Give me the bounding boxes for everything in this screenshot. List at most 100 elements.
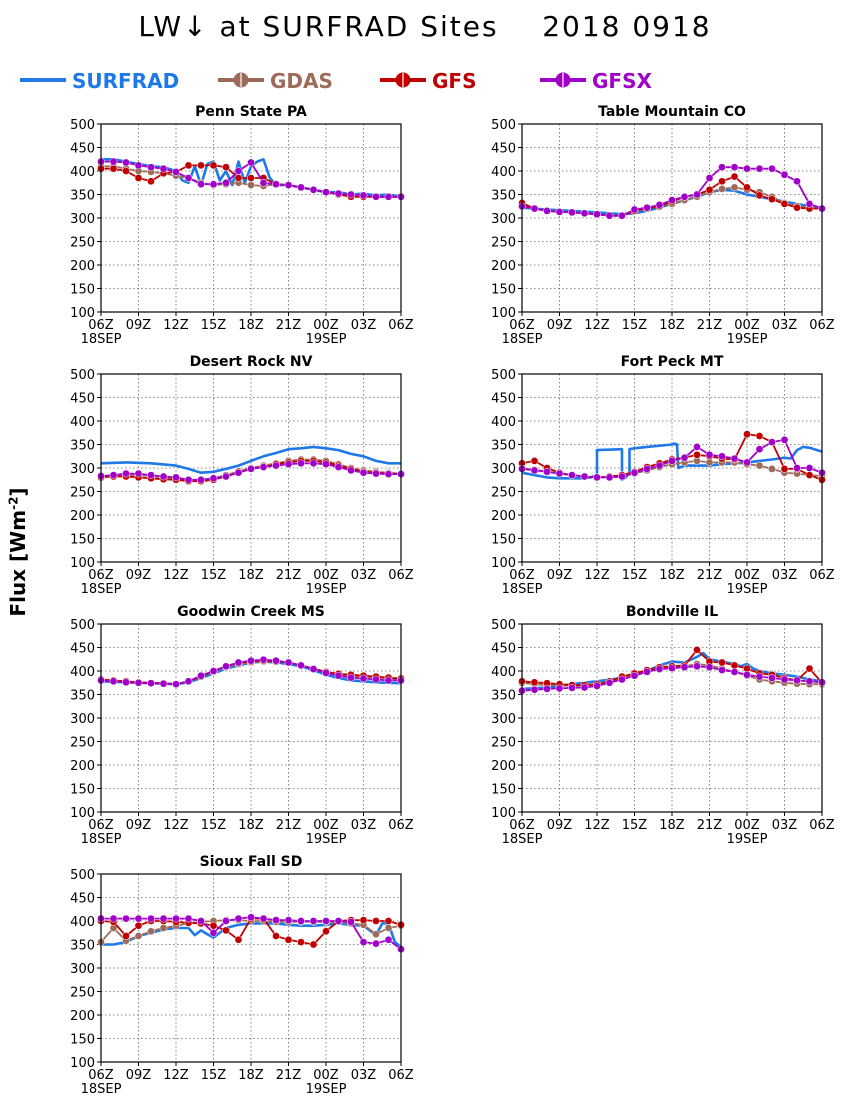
data-point xyxy=(593,473,601,482)
x-tick-label: 15Z xyxy=(201,1068,227,1083)
data-point xyxy=(780,199,789,207)
y-tick-label: 500 xyxy=(70,618,95,633)
chart-goodwin-creek-ms: Goodwin Creek MS 100 150 200 250 300 350 400 450… xyxy=(70,604,414,847)
data-point xyxy=(134,678,143,687)
data-point xyxy=(668,457,676,465)
data-point xyxy=(693,190,701,199)
series-gfs xyxy=(518,172,826,220)
y-tick-label: 300 xyxy=(70,962,95,977)
data-point xyxy=(397,921,405,930)
data-point xyxy=(730,454,739,463)
data-point xyxy=(543,467,551,476)
data-point xyxy=(384,673,393,682)
x-tick-label: 03Z xyxy=(772,818,798,833)
y-tick-label: 350 xyxy=(70,439,95,454)
x-tick-label: 06Z xyxy=(809,318,835,333)
data-point xyxy=(555,208,564,216)
y-tick-label: 250 xyxy=(70,986,95,1001)
data-point xyxy=(172,680,180,689)
data-point xyxy=(147,474,155,483)
data-point xyxy=(630,207,639,215)
data-point xyxy=(134,678,143,687)
data-point xyxy=(718,458,726,467)
x-tick-label: 18Z xyxy=(238,1068,264,1083)
series-gfsx xyxy=(97,459,405,484)
series-line xyxy=(101,164,401,198)
data-point xyxy=(555,468,564,477)
x-tick-label: 09Z xyxy=(126,568,152,583)
data-point xyxy=(247,464,255,472)
data-point xyxy=(259,174,268,182)
data-point xyxy=(555,680,564,689)
data-point xyxy=(359,191,368,200)
data-point xyxy=(159,169,168,178)
data-point xyxy=(718,666,726,674)
data-point xyxy=(805,200,814,208)
data-point xyxy=(197,180,205,189)
data-point xyxy=(184,475,193,484)
data-point xyxy=(780,468,789,477)
data-point xyxy=(618,674,626,682)
series-line xyxy=(521,175,822,217)
data-point xyxy=(384,192,393,201)
data-point xyxy=(134,914,143,923)
data-point xyxy=(805,471,814,479)
data-point xyxy=(359,671,368,680)
series-gdas xyxy=(518,457,826,482)
data-point xyxy=(197,161,205,170)
legend-item-surfrad: SURFRAD xyxy=(20,69,179,93)
data-point xyxy=(743,185,751,194)
data-point xyxy=(122,932,130,940)
data-point xyxy=(297,917,305,925)
data-point xyxy=(530,466,539,475)
series-line xyxy=(521,459,823,479)
y-tick-label: 400 xyxy=(491,665,516,680)
data-point xyxy=(755,461,764,470)
data-point xyxy=(284,658,293,667)
data-point xyxy=(347,464,355,472)
data-point xyxy=(234,914,243,923)
data-point xyxy=(122,167,130,175)
data-point xyxy=(284,181,293,189)
x-tick-label: 18Z xyxy=(238,818,264,833)
data-point xyxy=(655,665,664,673)
x-date-label: 18SEP xyxy=(502,582,543,597)
y-tick-label: 200 xyxy=(70,259,95,274)
x-tick-label: 03Z xyxy=(772,568,798,583)
x-tick-label: 12Z xyxy=(163,568,189,583)
data-point xyxy=(530,678,539,687)
data-point xyxy=(334,918,343,926)
data-point xyxy=(109,164,118,173)
data-point xyxy=(730,455,739,464)
x-date-label: 18SEP xyxy=(81,332,122,347)
data-point xyxy=(568,208,576,217)
data-point xyxy=(384,674,393,683)
y-tick-label: 100 xyxy=(70,1056,95,1071)
data-point xyxy=(630,467,639,476)
data-point xyxy=(793,469,801,478)
data-point xyxy=(184,174,193,182)
y-tick-label: 450 xyxy=(491,142,516,157)
data-point xyxy=(580,209,589,218)
y-tick-label: 200 xyxy=(70,759,95,774)
data-point xyxy=(384,470,393,478)
data-point xyxy=(530,680,539,689)
data-point xyxy=(768,670,776,679)
data-point xyxy=(109,472,118,480)
data-point xyxy=(730,668,739,676)
data-point xyxy=(372,469,380,478)
series-line xyxy=(100,658,401,686)
x-tick-label: 09Z xyxy=(126,818,152,833)
data-point xyxy=(818,678,826,687)
data-point xyxy=(234,468,243,477)
data-point xyxy=(384,192,393,201)
series-gdas xyxy=(518,660,826,690)
y-tick-label: 300 xyxy=(70,462,95,477)
x-tick-label: 18Z xyxy=(659,818,685,833)
series-surfrad xyxy=(521,188,823,216)
data-point xyxy=(159,473,168,482)
data-point xyxy=(693,192,701,201)
y-tick-label: 450 xyxy=(70,642,95,657)
x-tick-label: 09Z xyxy=(547,568,573,583)
data-point xyxy=(593,210,601,219)
